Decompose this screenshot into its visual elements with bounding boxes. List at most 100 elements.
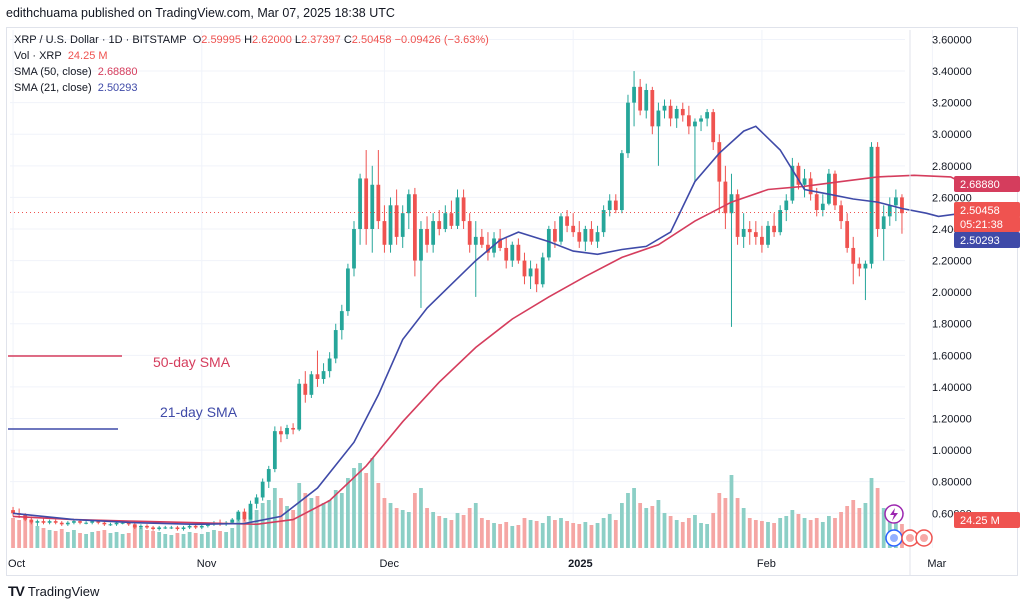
legend-sma21-value: 2.50293 bbox=[97, 82, 138, 94]
volume-bar bbox=[601, 518, 606, 548]
tradingview-logo-icon: TV bbox=[8, 583, 25, 599]
candle-body bbox=[656, 110, 661, 127]
candle-body bbox=[845, 221, 850, 248]
y-tick-label: 1.80000 bbox=[932, 319, 972, 331]
volume-bar bbox=[151, 531, 155, 548]
candle-body bbox=[65, 522, 70, 525]
candle-body bbox=[431, 221, 436, 245]
volume-bar bbox=[297, 483, 302, 548]
volume-bar bbox=[589, 525, 594, 548]
candle-body bbox=[504, 247, 509, 261]
legend-low-label: L bbox=[294, 34, 301, 46]
candle-body bbox=[583, 228, 588, 242]
volume-bar bbox=[644, 508, 649, 548]
candle-body bbox=[693, 121, 697, 127]
candle-body bbox=[11, 510, 15, 514]
candle-body bbox=[406, 194, 411, 214]
volume-bar bbox=[686, 518, 691, 548]
volume-bar bbox=[425, 508, 429, 548]
sma21-annotation: 21-day SMA bbox=[160, 404, 238, 420]
volume-bar bbox=[120, 534, 125, 548]
volume-bar bbox=[303, 493, 308, 548]
candle-body bbox=[388, 205, 393, 245]
candle-body bbox=[534, 268, 539, 285]
legend-vol-value: 24.25 M bbox=[67, 50, 108, 62]
legend-volume-row[interactable]: Vol · XRP 24.25 M bbox=[14, 48, 489, 64]
chart-area[interactable] bbox=[6, 27, 1018, 576]
volume-bar bbox=[266, 500, 271, 548]
candle-body bbox=[638, 86, 643, 111]
volume-bar bbox=[492, 523, 496, 548]
candle-body bbox=[851, 247, 856, 264]
candle-body bbox=[668, 105, 673, 119]
y-tick-label: 3.60000 bbox=[932, 34, 972, 46]
volume-bar bbox=[656, 500, 661, 548]
footer-branding[interactable]: TV TradingView bbox=[8, 583, 99, 599]
volume-bar bbox=[845, 506, 850, 548]
candle-body bbox=[900, 197, 904, 214]
volume-bar bbox=[455, 513, 460, 548]
volume-bar bbox=[674, 520, 679, 548]
candle-body bbox=[699, 118, 703, 122]
volume-bar bbox=[565, 521, 569, 548]
volume-bar bbox=[583, 522, 588, 548]
volume-bar bbox=[534, 521, 539, 548]
candle-body bbox=[242, 511, 247, 520]
volume-bar bbox=[193, 533, 198, 548]
candle-body bbox=[814, 194, 819, 211]
y-tick-label: 3.40000 bbox=[932, 66, 972, 78]
candle-body bbox=[90, 521, 95, 523]
candle-body bbox=[260, 481, 265, 498]
candle-body bbox=[741, 228, 746, 237]
candle-body bbox=[601, 210, 606, 233]
volume-bar bbox=[790, 510, 795, 548]
candle-body bbox=[449, 213, 454, 226]
legend-sma21-row[interactable]: SMA (21, close) 2.50293 bbox=[14, 80, 489, 96]
volume-bar bbox=[382, 498, 387, 548]
candle-body bbox=[881, 216, 886, 229]
candle-body bbox=[53, 521, 58, 523]
volume-bar bbox=[626, 493, 630, 548]
candle-body bbox=[59, 522, 64, 525]
volume-bar bbox=[352, 468, 356, 548]
volume-bar bbox=[199, 534, 204, 548]
volume-bar bbox=[370, 458, 375, 548]
volume-bar bbox=[577, 524, 582, 548]
volume-bar bbox=[145, 530, 149, 548]
candle-body bbox=[486, 244, 490, 253]
candle-body bbox=[169, 527, 174, 529]
candle-body bbox=[760, 236, 764, 245]
volume-bar bbox=[443, 518, 448, 548]
sma21-line bbox=[12, 125, 963, 526]
candle-body bbox=[784, 200, 789, 211]
volume-bar bbox=[778, 518, 783, 548]
candle-body bbox=[790, 165, 795, 201]
volume-bar bbox=[212, 530, 216, 548]
volume-bar bbox=[175, 533, 180, 548]
legend-sma50-row[interactable]: SMA (50, close) 2.68880 bbox=[14, 64, 489, 80]
candle-body bbox=[297, 383, 302, 430]
price-tag bbox=[954, 232, 1020, 248]
candle-body bbox=[309, 374, 314, 395]
volume-bar bbox=[875, 488, 880, 548]
volume-bar bbox=[486, 520, 490, 548]
price-tag bbox=[954, 216, 1020, 232]
volume-bar bbox=[559, 518, 563, 548]
volume-bar bbox=[869, 478, 874, 548]
candle-body bbox=[175, 527, 180, 530]
volume-bar bbox=[772, 523, 776, 548]
volume-bar bbox=[607, 514, 612, 548]
candle-body bbox=[157, 527, 162, 530]
volume-bar bbox=[29, 523, 34, 548]
volume-bar bbox=[315, 496, 320, 548]
candle-body bbox=[425, 228, 429, 245]
candle-body bbox=[522, 260, 527, 277]
time-axis: Oct Nov Dec 2025 Feb Mar bbox=[8, 558, 947, 570]
legend-ohlc-row[interactable]: XRP / U.S. Dollar · 1D · BITSTAMP O2.599… bbox=[14, 32, 489, 48]
volume-bar bbox=[254, 510, 259, 548]
volume-bar bbox=[406, 512, 411, 548]
candle-body bbox=[467, 221, 472, 245]
volume-bar bbox=[729, 475, 734, 548]
candle-body bbox=[102, 522, 107, 525]
